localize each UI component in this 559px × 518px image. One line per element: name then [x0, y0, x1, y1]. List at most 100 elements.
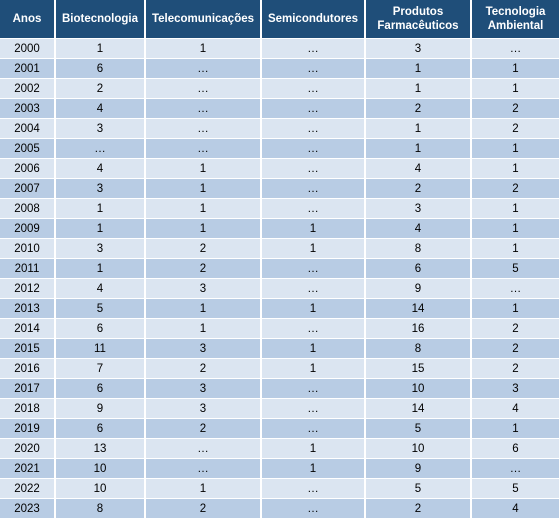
- telecomunicacoes-cell: …: [146, 99, 262, 119]
- year-cell: 2009: [0, 219, 56, 239]
- semicondutores-cell: …: [262, 119, 366, 139]
- year-cell: 2017: [0, 379, 56, 399]
- header-row: Anos Biotecnologia Telecomunicações Semi…: [0, 0, 559, 39]
- produtos-farmaceuticos-cell: 2: [366, 99, 472, 119]
- tecnologia-ambiental-cell: 4: [472, 499, 559, 518]
- table-row: 2008 1 1… 3 1: [0, 199, 559, 219]
- produtos-farmaceuticos-cell: 6: [366, 259, 472, 279]
- produtos-farmaceuticos-cell: 14: [366, 299, 472, 319]
- biotecnologia-cell: 3: [56, 179, 146, 199]
- semicondutores-cell: 1: [262, 239, 366, 259]
- produtos-farmaceuticos-cell: 10: [366, 379, 472, 399]
- year-cell: 2008: [0, 199, 56, 219]
- produtos-farmaceuticos-cell: 4: [366, 219, 472, 239]
- tecnologia-ambiental-cell: …: [472, 39, 559, 59]
- table-row: 2017 6 3… 10 3: [0, 379, 559, 399]
- year-cell: 2019: [0, 419, 56, 439]
- produtos-farmaceuticos-cell: 1: [366, 119, 472, 139]
- header-cell-anos: Anos: [0, 0, 56, 39]
- year-cell: 2004: [0, 119, 56, 139]
- tecnologia-ambiental-cell: 1: [472, 59, 559, 79]
- semicondutores-cell: …: [262, 279, 366, 299]
- tecnologia-ambiental-cell: 2: [472, 339, 559, 359]
- produtos-farmaceuticos-cell: 2: [366, 179, 472, 199]
- semicondutores-cell: 1: [262, 299, 366, 319]
- year-cell: 2002: [0, 79, 56, 99]
- header-cell-produtos-farmaceuticos: Produtos Farmacêuticos: [366, 0, 472, 39]
- year-cell: 2003: [0, 99, 56, 119]
- semicondutores-cell: 1: [262, 219, 366, 239]
- tecnologia-ambiental-cell: 2: [472, 359, 559, 379]
- telecomunicacoes-cell: …: [146, 139, 262, 159]
- year-cell: 2013: [0, 299, 56, 319]
- table-row: 2013 5 1 1 14 1: [0, 299, 559, 319]
- tecnologia-ambiental-cell: …: [472, 279, 559, 299]
- semicondutores-cell: 1: [262, 359, 366, 379]
- telecomunicacoes-cell: 3: [146, 379, 262, 399]
- telecomunicacoes-cell: 1: [146, 179, 262, 199]
- semicondutores-cell: …: [262, 139, 366, 159]
- tecnologia-ambiental-cell: 2: [472, 119, 559, 139]
- semicondutores-cell: …: [262, 199, 366, 219]
- table-row: 2004 3…… 1 2: [0, 119, 559, 139]
- biotecnologia-cell: 3: [56, 239, 146, 259]
- table-row: 2000 1 1… 3…: [0, 39, 559, 59]
- table-row: 2011 1 2… 6 5: [0, 259, 559, 279]
- produtos-farmaceuticos-cell: 3: [366, 39, 472, 59]
- year-cell: 2006: [0, 159, 56, 179]
- biotecnologia-cell: 6: [56, 379, 146, 399]
- semicondutores-cell: 1: [262, 459, 366, 479]
- tecnologia-ambiental-cell: 1: [472, 139, 559, 159]
- produtos-farmaceuticos-cell: 1: [366, 59, 472, 79]
- produtos-farmaceuticos-cell: 14: [366, 399, 472, 419]
- semicondutores-cell: …: [262, 379, 366, 399]
- tecnologia-ambiental-cell: 4: [472, 399, 559, 419]
- semicondutores-cell: 1: [262, 339, 366, 359]
- telecomunicacoes-cell: 2: [146, 499, 262, 518]
- telecomunicacoes-cell: …: [146, 119, 262, 139]
- header-cell-telecomunicacoes: Telecomunicações: [146, 0, 262, 39]
- telecomunicacoes-cell: …: [146, 59, 262, 79]
- table-row: 2023 8 2… 2 4: [0, 499, 559, 518]
- table-row: 2015 11 3 1 8 2: [0, 339, 559, 359]
- biotecnologia-cell: …: [56, 139, 146, 159]
- table-row: 2019 6 2… 5 1: [0, 419, 559, 439]
- semicondutores-cell: …: [262, 419, 366, 439]
- telecomunicacoes-cell: 2: [146, 239, 262, 259]
- biotecnologia-cell: 6: [56, 419, 146, 439]
- semicondutores-cell: …: [262, 79, 366, 99]
- produtos-farmaceuticos-cell: 1: [366, 139, 472, 159]
- year-cell: 2000: [0, 39, 56, 59]
- table-row: 2003 4…… 2 2: [0, 99, 559, 119]
- biotecnologia-cell: 6: [56, 59, 146, 79]
- tecnologia-ambiental-cell: 5: [472, 479, 559, 499]
- biotecnologia-cell: 3: [56, 119, 146, 139]
- telecomunicacoes-cell: …: [146, 79, 262, 99]
- table-row: 2006 4 1… 4 1: [0, 159, 559, 179]
- tecnologia-ambiental-cell: 1: [472, 199, 559, 219]
- tecnologia-ambiental-cell: 2: [472, 99, 559, 119]
- table-row: 2018 9 3… 14 4: [0, 399, 559, 419]
- semicondutores-cell: …: [262, 99, 366, 119]
- header-cell-tecnologia-ambiental: Tecnologia Ambiental: [472, 0, 559, 39]
- semicondutores-cell: …: [262, 319, 366, 339]
- year-cell: 2001: [0, 59, 56, 79]
- biotecnologia-cell: 1: [56, 259, 146, 279]
- tecnologia-ambiental-cell: 1: [472, 219, 559, 239]
- year-cell: 2023: [0, 499, 56, 518]
- table-row: 2020 13… 1 10 6: [0, 439, 559, 459]
- biotecnologia-cell: 1: [56, 199, 146, 219]
- biotecnologia-cell: 4: [56, 99, 146, 119]
- year-cell: 2018: [0, 399, 56, 419]
- tecnologia-ambiental-cell: 5: [472, 259, 559, 279]
- semicondutores-cell: …: [262, 39, 366, 59]
- biotecnologia-cell: 1: [56, 39, 146, 59]
- produtos-farmaceuticos-cell: 10: [366, 439, 472, 459]
- year-cell: 2020: [0, 439, 56, 459]
- telecomunicacoes-cell: 1: [146, 319, 262, 339]
- year-cell: 2021: [0, 459, 56, 479]
- year-cell: 2010: [0, 239, 56, 259]
- table-row: 2010 3 2 1 8 1: [0, 239, 559, 259]
- telecomunicacoes-cell: 3: [146, 279, 262, 299]
